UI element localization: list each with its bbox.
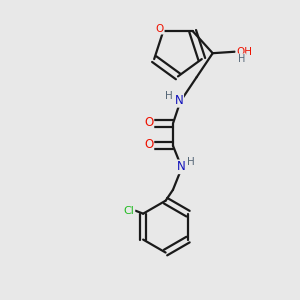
Text: H: H — [238, 54, 246, 64]
Text: N: N — [175, 94, 183, 107]
Text: H: H — [165, 91, 173, 101]
Text: O: O — [144, 116, 153, 129]
Text: Cl: Cl — [124, 206, 134, 216]
Text: O: O — [144, 138, 153, 151]
Text: N: N — [177, 160, 186, 173]
Text: H: H — [187, 158, 195, 167]
Text: O: O — [156, 24, 164, 34]
Text: OH: OH — [236, 47, 252, 57]
